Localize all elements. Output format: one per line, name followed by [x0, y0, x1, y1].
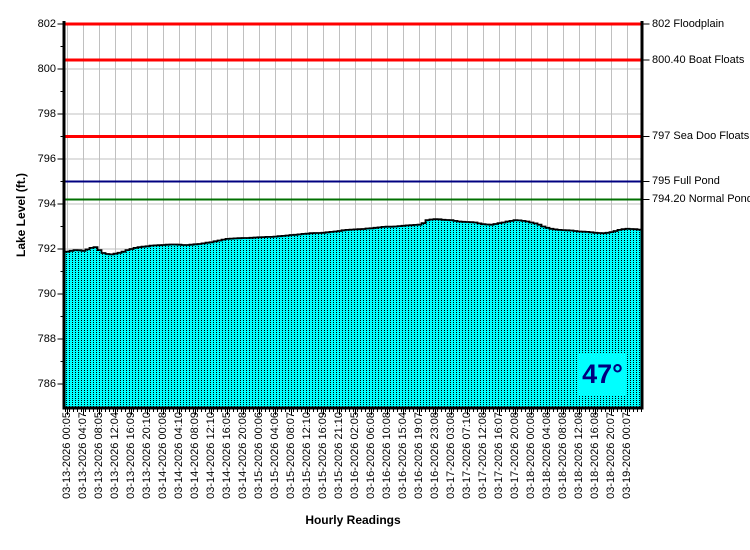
x-tick-label: 03-15-2026 16:09 — [317, 412, 329, 499]
x-tick-label: 03-15-2026 00:06 — [253, 412, 265, 499]
x-tick-label: 03-13-2026 00:05 — [61, 412, 73, 499]
x-tick-label: 03-15-2026 12:10 — [301, 412, 313, 499]
x-tick-label: 03-17-2026 03:08 — [445, 412, 457, 499]
x-tick-label: 03-13-2026 20:10 — [141, 412, 153, 499]
x-tick-label: 03-14-2026 00:08 — [157, 412, 169, 499]
x-tick-label: 03-13-2026 08:05 — [93, 412, 105, 499]
y-tick-label: 796 — [37, 152, 56, 165]
x-tick-label: 03-18-2026 08:08 — [557, 412, 569, 499]
x-tick-label: 03-18-2026 20:07 — [605, 412, 617, 499]
x-tick-label: 03-16-2026 15:04 — [397, 412, 409, 499]
x-tick-label: 03-18-2026 00:08 — [525, 412, 537, 499]
y-tick-label: 802 — [37, 17, 56, 30]
x-tick-label: 03-17-2026 16:07 — [493, 412, 505, 499]
reference-line-label: 800.40 Boat Floats — [652, 53, 745, 66]
x-tick-label: 03-13-2026 12:04 — [109, 412, 121, 499]
x-tick-label: 03-15-2026 08:07 — [285, 412, 297, 499]
reference-line-label: 794.20 Normal Pond — [652, 193, 750, 205]
x-tick-label: 03-16-2026 23:08 — [429, 412, 441, 499]
y-tick-label: 798 — [37, 107, 56, 120]
x-tick-label: 03-17-2026 07:10 — [461, 412, 473, 499]
y-tick-label: 792 — [37, 242, 56, 255]
x-tick-label: 03-14-2026 12:10 — [205, 412, 217, 499]
y-tick-label: 788 — [37, 332, 56, 345]
x-tick-label: 03-14-2026 04:10 — [173, 412, 185, 499]
x-tick-label: 03-14-2026 08:09 — [189, 412, 201, 499]
x-tick-label: 03-19-2026 00:07 — [621, 412, 633, 499]
reference-line-label: 797 Sea Doo Floats — [652, 130, 750, 142]
x-tick-label: 03-18-2026 16:08 — [589, 412, 601, 499]
y-tick-label: 790 — [37, 287, 56, 300]
x-tick-label: 03-16-2026 06:08 — [365, 412, 377, 499]
x-tick-label: 03-18-2026 04:08 — [541, 412, 553, 499]
x-tick-label: 03-13-2026 16:09 — [125, 412, 137, 499]
x-tick-label: 03-16-2026 10:08 — [381, 412, 393, 499]
x-tick-label: 03-14-2026 20:08 — [237, 412, 249, 499]
x-tick-label: 03-16-2026 02:05 — [349, 412, 361, 499]
y-tick-label: 800 — [37, 62, 56, 75]
y-tick-label: 794 — [37, 197, 56, 210]
y-tick-label: 786 — [37, 377, 56, 390]
temperature-badge: 47° — [578, 353, 627, 395]
reference-line-label: 795 Full Pond — [652, 175, 720, 187]
x-tick-label: 03-15-2026 21:10 — [333, 412, 345, 499]
x-tick-label: 03-18-2026 12:08 — [573, 412, 585, 499]
x-tick-label: 03-15-2026 04:06 — [269, 412, 281, 499]
x-tick-label: 03-17-2026 20:08 — [509, 412, 521, 499]
reference-line-label: 802 Floodplain — [652, 17, 725, 30]
x-tick-label: 03-14-2026 16:05 — [221, 412, 233, 499]
x-tick-label: 03-17-2026 12:08 — [477, 412, 489, 499]
x-axis-title: Hourly Readings — [305, 513, 401, 527]
x-tick-label: 03-13-2026 04:07 — [77, 412, 89, 499]
y-axis-title: Lake Level (ft.) — [14, 172, 28, 257]
x-tick-label: 03-16-2026 19:07 — [413, 412, 425, 499]
